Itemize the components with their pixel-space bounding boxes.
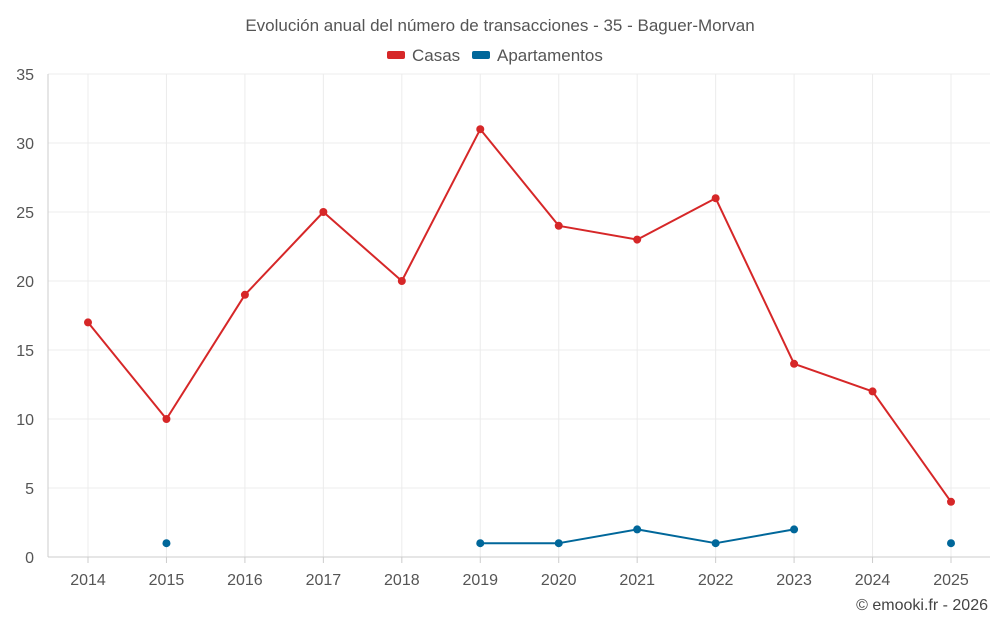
y-tick-label: 25 (16, 205, 34, 222)
x-tick-label: 2024 (855, 572, 891, 589)
data-point-apartamentos[interactable] (633, 525, 642, 534)
data-point-casas[interactable] (240, 290, 249, 299)
x-tick-label: 2014 (70, 572, 106, 589)
data-point-apartamentos[interactable] (476, 539, 485, 548)
x-tick-label: 2023 (776, 572, 812, 589)
x-tick-label: 2016 (227, 572, 263, 589)
data-point-casas[interactable] (633, 235, 642, 244)
data-point-apartamentos[interactable] (711, 539, 720, 548)
data-point-casas[interactable] (790, 359, 799, 368)
data-point-casas[interactable] (868, 387, 877, 396)
legend: Casas Apartamentos (387, 46, 603, 65)
x-tick-label: 2021 (619, 572, 655, 589)
y-tick-label: 0 (25, 550, 34, 567)
grid (48, 73, 990, 557)
data-point-casas[interactable] (84, 318, 92, 327)
chart-title: Evolución anual del número de transaccio… (245, 16, 754, 35)
x-tick-label: 2018 (384, 572, 420, 589)
data-point-casas[interactable] (947, 497, 955, 506)
data-point-apartamentos[interactable] (162, 539, 171, 548)
credit-text: © emooki.fr - 2026 (856, 597, 988, 614)
data-point-casas[interactable] (319, 208, 328, 216)
x-tick-label: 2020 (541, 572, 577, 589)
y-tick-label: 20 (16, 274, 34, 291)
data-point-apartamentos[interactable] (554, 539, 563, 548)
x-tick-label: 2019 (462, 572, 498, 589)
series-line-casas (87, 128, 952, 503)
data-point-apartamentos[interactable] (947, 539, 955, 548)
x-tick-label: 2017 (306, 572, 342, 589)
y-tick-label: 10 (16, 412, 34, 429)
data-point-casas[interactable] (476, 125, 485, 134)
x-tick-label: 2025 (933, 572, 969, 589)
series-layer (84, 125, 955, 548)
legend-swatch-apartamentos (472, 51, 490, 59)
data-point-casas[interactable] (554, 221, 563, 230)
legend-swatch-casas (387, 51, 405, 59)
y-tick-label: 30 (16, 136, 34, 153)
x-tick-label: 2022 (698, 572, 734, 589)
data-point-casas[interactable] (711, 194, 720, 203)
y-tick-label: 35 (16, 67, 34, 84)
data-point-casas[interactable] (162, 415, 171, 423)
legend-label-apartamentos[interactable]: Apartamentos (497, 46, 603, 65)
data-point-apartamentos[interactable] (790, 525, 799, 534)
data-point-casas[interactable] (397, 277, 406, 285)
y-tick-label: 15 (16, 343, 34, 360)
x-tick-label: 2015 (149, 572, 185, 589)
legend-label-casas[interactable]: Casas (412, 46, 460, 65)
y-tick-label: 5 (25, 481, 34, 498)
